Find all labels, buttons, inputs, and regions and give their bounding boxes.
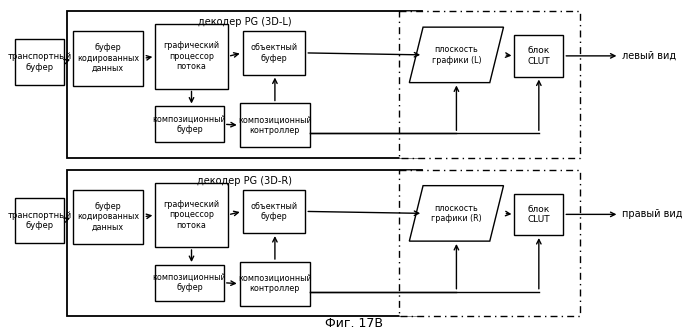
Text: декодер PG (3D-R): декодер PG (3D-R) (197, 176, 292, 186)
Text: объектный
буфер: объектный буфер (251, 202, 298, 221)
Bar (155, 24, 228, 89)
Text: композиционный
буфер: композиционный буфер (153, 115, 226, 134)
Text: Фиг. 17B: Фиг. 17B (326, 317, 384, 330)
Bar (398, 11, 580, 158)
Text: плоскость
графики (R): плоскость графики (R) (431, 204, 482, 223)
Text: композиционный
буфер: композиционный буфер (153, 273, 226, 292)
Text: графический
процессор
потока: графический процессор потока (163, 42, 220, 71)
Bar (514, 35, 564, 77)
Text: транспортный
буфер: транспортный буфер (8, 52, 71, 72)
Bar (398, 170, 580, 316)
Bar (73, 189, 144, 244)
Bar (514, 193, 564, 235)
Bar (242, 31, 305, 75)
Text: плоскость
графики (L): плоскость графики (L) (432, 45, 481, 65)
Bar (239, 104, 310, 147)
Bar (67, 170, 422, 316)
Polygon shape (410, 27, 503, 83)
Text: буфер
кодированных
данных: буфер кодированных данных (77, 202, 139, 232)
Text: объектный
буфер: объектный буфер (251, 43, 298, 63)
Bar (15, 39, 64, 85)
Bar (15, 197, 64, 243)
Bar (155, 107, 224, 142)
Text: блок
CLUT: блок CLUT (528, 46, 550, 66)
Bar (155, 183, 228, 247)
Bar (155, 265, 224, 301)
Bar (67, 11, 422, 158)
Text: левый вид: левый вид (622, 51, 676, 61)
Text: графический
процессор
потока: графический процессор потока (163, 200, 220, 230)
Bar (239, 262, 310, 305)
Text: композиционный
контроллер: композиционный контроллер (238, 274, 312, 293)
Text: блок
CLUT: блок CLUT (528, 205, 550, 224)
Bar (242, 189, 305, 233)
Text: композиционный
контроллер: композиционный контроллер (238, 116, 312, 135)
Text: буфер
кодированных
данных: буфер кодированных данных (77, 43, 139, 73)
Bar (73, 31, 144, 86)
Text: транспортный
буфер: транспортный буфер (8, 210, 71, 230)
Text: декодер PG (3D-L): декодер PG (3D-L) (197, 17, 291, 27)
Polygon shape (410, 185, 503, 241)
Text: правый вид: правый вид (622, 209, 682, 219)
